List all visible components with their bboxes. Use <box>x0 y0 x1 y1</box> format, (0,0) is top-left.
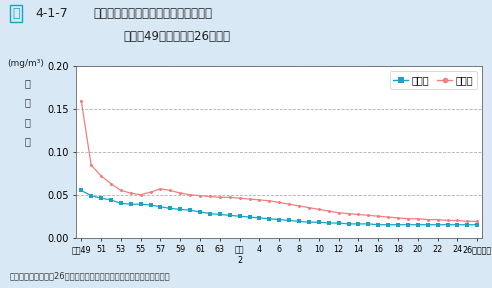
Text: (mg/m³): (mg/m³) <box>7 59 44 68</box>
一般局 <box>148 203 154 207</box>
一般局 <box>207 212 213 215</box>
自排局 <box>474 219 480 223</box>
自排局 <box>425 218 430 221</box>
Line: 自排局: 自排局 <box>80 99 479 223</box>
一般局 <box>355 222 361 226</box>
一般局 <box>256 216 262 220</box>
一般局 <box>78 189 84 192</box>
自排局 <box>88 163 94 166</box>
一般局 <box>445 223 451 226</box>
Text: （昭和49年度〜平成26年度）: （昭和49年度〜平成26年度） <box>123 30 230 43</box>
自排局 <box>316 208 322 211</box>
一般局 <box>405 223 411 226</box>
自排局 <box>375 215 381 218</box>
自排局 <box>256 198 262 202</box>
一般局 <box>118 202 124 205</box>
自排局 <box>98 174 104 178</box>
自排局 <box>217 196 223 199</box>
自排局 <box>345 212 351 215</box>
一般局 <box>108 198 114 202</box>
一般局 <box>187 209 193 212</box>
自排局 <box>167 189 173 192</box>
Text: 均: 均 <box>24 118 30 127</box>
Line: 一般局: 一般局 <box>80 189 479 226</box>
自排局 <box>455 219 461 222</box>
自排局 <box>415 217 421 221</box>
一般局 <box>375 223 381 226</box>
一般局 <box>286 219 292 222</box>
自排局 <box>434 218 440 221</box>
一般局 <box>138 202 144 206</box>
一般局 <box>415 223 421 226</box>
一般局 <box>128 202 134 206</box>
自排局 <box>246 197 252 201</box>
一般局 <box>98 196 104 200</box>
一般局 <box>306 220 312 224</box>
自排局 <box>78 99 84 102</box>
自排局 <box>187 193 193 196</box>
自排局 <box>296 204 302 208</box>
一般局 <box>434 223 440 226</box>
一般局 <box>246 215 252 219</box>
自排局 <box>464 219 470 223</box>
一般局 <box>167 207 173 210</box>
自排局 <box>157 187 163 190</box>
一般局 <box>266 217 272 221</box>
一般局 <box>385 223 391 226</box>
自排局 <box>326 209 332 213</box>
一般局 <box>277 218 282 221</box>
Legend: 一般局, 自排局: 一般局, 自排局 <box>390 71 477 89</box>
自排局 <box>385 215 391 219</box>
一般局 <box>237 215 243 218</box>
一般局 <box>366 222 371 226</box>
自排局 <box>197 194 203 197</box>
自排局 <box>336 211 341 215</box>
一般局 <box>316 220 322 224</box>
自排局 <box>108 182 114 185</box>
Text: 年: 年 <box>24 79 30 88</box>
一般局 <box>474 223 480 226</box>
一般局 <box>157 205 163 209</box>
Text: 資料：環境省「平成26年度大気汚染状況について（報道発表資料）」: 資料：環境省「平成26年度大気汚染状況について（報道発表資料）」 <box>10 272 170 281</box>
Text: 平: 平 <box>24 97 30 107</box>
自排局 <box>148 190 154 194</box>
自排局 <box>445 219 451 222</box>
自排局 <box>128 191 134 195</box>
一般局 <box>217 213 223 216</box>
一般局 <box>395 223 401 226</box>
一般局 <box>345 222 351 226</box>
一般局 <box>425 223 430 226</box>
自排局 <box>395 216 401 220</box>
一般局 <box>336 221 341 225</box>
Text: 4-1-7: 4-1-7 <box>35 7 68 20</box>
自排局 <box>237 196 243 200</box>
自排局 <box>355 213 361 216</box>
一般局 <box>464 223 470 226</box>
自排局 <box>207 195 213 198</box>
一般局 <box>455 223 461 226</box>
自排局 <box>227 196 233 199</box>
Text: 図: 図 <box>12 7 20 20</box>
自排局 <box>405 217 411 221</box>
一般局 <box>296 219 302 223</box>
自排局 <box>286 202 292 206</box>
自排局 <box>266 199 272 202</box>
自排局 <box>177 191 183 195</box>
一般局 <box>88 194 94 197</box>
一般局 <box>197 210 203 214</box>
自排局 <box>306 206 312 209</box>
一般局 <box>177 208 183 211</box>
一般局 <box>326 221 332 225</box>
Text: 値: 値 <box>24 136 30 146</box>
自排局 <box>366 214 371 217</box>
自排局 <box>277 201 282 204</box>
Text: 浮遊粒子状物質濃度の年平均値の推移: 浮遊粒子状物質濃度の年平均値の推移 <box>93 7 213 20</box>
一般局 <box>227 214 233 217</box>
自排局 <box>138 193 144 196</box>
自排局 <box>118 189 124 192</box>
